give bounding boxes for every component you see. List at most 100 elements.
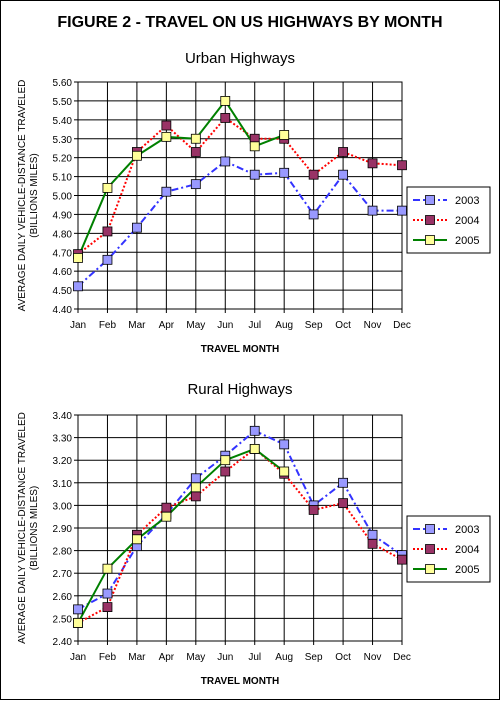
x-tick-label: Feb <box>99 320 117 331</box>
data-point-2003 <box>308 209 319 220</box>
data-point-2005 <box>161 511 172 522</box>
data-point-2003 <box>220 156 231 167</box>
chart-urban: Urban Highways 4.40 4.50 4.60 4.70 4.80 4.90 5.… <box>17 50 491 355</box>
data-point-2004 <box>367 538 378 549</box>
x-tick-label: Jul <box>248 652 261 663</box>
x-tick-label: Jul <box>248 320 261 331</box>
data-point-2003 <box>190 179 201 190</box>
legend-label-2005: 2005 <box>455 235 479 247</box>
data-point-2004 <box>161 120 172 131</box>
y-tick-label: 3.00 <box>53 501 73 512</box>
legend-label-2003: 2003 <box>455 195 479 207</box>
data-point-2004 <box>338 147 348 157</box>
series-line-2005 <box>77 447 285 624</box>
data-point-2003 <box>73 281 83 292</box>
series-line-2004 <box>77 116 403 255</box>
chart-title: Urban Highways <box>185 50 295 67</box>
legend-label-2004: 2004 <box>455 544 479 556</box>
data-point-2004 <box>190 147 201 157</box>
y-tick-label: 5.50 <box>53 97 73 108</box>
data-point-2005 <box>73 253 83 263</box>
y-tick-label: 2.70 <box>53 569 73 580</box>
data-point-2005 <box>220 96 231 106</box>
x-tick-label: Feb <box>99 652 117 663</box>
x-tick-label: Nov <box>364 320 382 331</box>
data-point-2005 <box>190 482 201 493</box>
data-point-2003 <box>279 439 290 450</box>
x-tick-label: Jan <box>70 652 86 663</box>
figure-title: FIGURE 2 - TRAVEL ON US HIGHWAYS BY MONT… <box>57 14 442 31</box>
data-point-2004 <box>102 226 113 237</box>
data-point-2005 <box>249 443 260 454</box>
y-tick-label: 4.50 <box>53 286 73 297</box>
data-point-2003 <box>102 588 113 599</box>
x-tick-label: Dec <box>393 652 411 663</box>
data-point-2003 <box>279 167 290 178</box>
data-point-2005 <box>161 131 172 142</box>
legend-marker-2005 <box>425 564 435 574</box>
data-point-2005 <box>249 141 260 152</box>
x-tick-label: Sep <box>305 320 323 331</box>
y-axis-label: AVERAGE DAILY VEHICLE-DISTANCE TRAVELED <box>17 412 28 644</box>
data-point-2004 <box>220 113 231 123</box>
series-line-2004 <box>77 447 403 624</box>
data-point-2004 <box>190 491 201 502</box>
x-tick-label: Oct <box>335 320 351 331</box>
x-tick-label: Mar <box>128 320 146 331</box>
data-point-2003 <box>367 205 378 216</box>
x-tick-label: Sep <box>305 652 323 663</box>
legend-label-2003: 2003 <box>455 524 479 536</box>
data-point-2005 <box>73 618 83 628</box>
x-tick-label: Jun <box>217 652 233 663</box>
series-line-2005 <box>77 99 285 259</box>
data-point-2003 <box>73 604 83 615</box>
data-point-2005 <box>132 150 142 161</box>
y-tick-label: 2.40 <box>53 637 73 648</box>
x-axis-label: TRAVEL MONTH <box>201 344 280 355</box>
data-point-2003 <box>367 529 378 540</box>
y-tick-label: 5.40 <box>53 116 73 127</box>
y-tick-label: 5.00 <box>53 192 73 203</box>
series-line-2003 <box>77 160 402 288</box>
x-tick-label: Apr <box>159 652 175 663</box>
y-tick-label: 4.60 <box>53 267 73 278</box>
data-point-2004 <box>367 158 378 169</box>
x-tick-label: May <box>186 320 205 331</box>
data-point-2004 <box>161 502 172 513</box>
x-tick-label: Mar <box>128 652 146 663</box>
data-point-2005 <box>190 133 201 144</box>
legend-marker-2005 <box>425 235 435 245</box>
legend-box <box>406 515 491 583</box>
data-point-2003 <box>249 425 260 436</box>
data-point-2003 <box>338 169 348 180</box>
data-point-2003 <box>132 222 142 233</box>
data-point-2004 <box>308 169 319 180</box>
legend-marker-2003 <box>425 195 435 205</box>
data-point-2003 <box>397 205 407 216</box>
legend-label-2005: 2005 <box>455 564 479 576</box>
y-tick-label: 5.10 <box>53 173 73 184</box>
x-tick-label: Nov <box>364 652 382 663</box>
legend-marker-2004 <box>425 544 435 554</box>
x-axis-label: TRAVEL MONTH <box>201 676 280 687</box>
chart-rural: Rural Highways 2.40 2.50 2.60 2.70 2.80 2.90 3.… <box>17 381 491 687</box>
data-point-2004 <box>338 498 348 509</box>
y-tick-label: 2.50 <box>53 614 73 625</box>
data-point-2003 <box>161 186 172 197</box>
data-point-2004 <box>397 554 407 565</box>
x-tick-label: Aug <box>275 320 293 331</box>
x-tick-label: Aug <box>275 652 293 663</box>
y-tick-label: 3.10 <box>53 479 73 490</box>
x-tick-label: Oct <box>335 652 351 663</box>
x-tick-label: May <box>186 652 205 663</box>
y-tick-label: 2.80 <box>53 547 73 558</box>
data-point-2005 <box>279 130 290 140</box>
data-point-2005 <box>102 563 113 574</box>
data-point-2005 <box>279 466 290 477</box>
y-tick-label: 4.40 <box>53 305 73 316</box>
y-tick-label: 5.60 <box>53 78 73 89</box>
y-tick-label: 3.40 <box>53 411 73 422</box>
series-line-2003 <box>77 429 403 611</box>
y-tick-label: 4.70 <box>53 248 73 259</box>
